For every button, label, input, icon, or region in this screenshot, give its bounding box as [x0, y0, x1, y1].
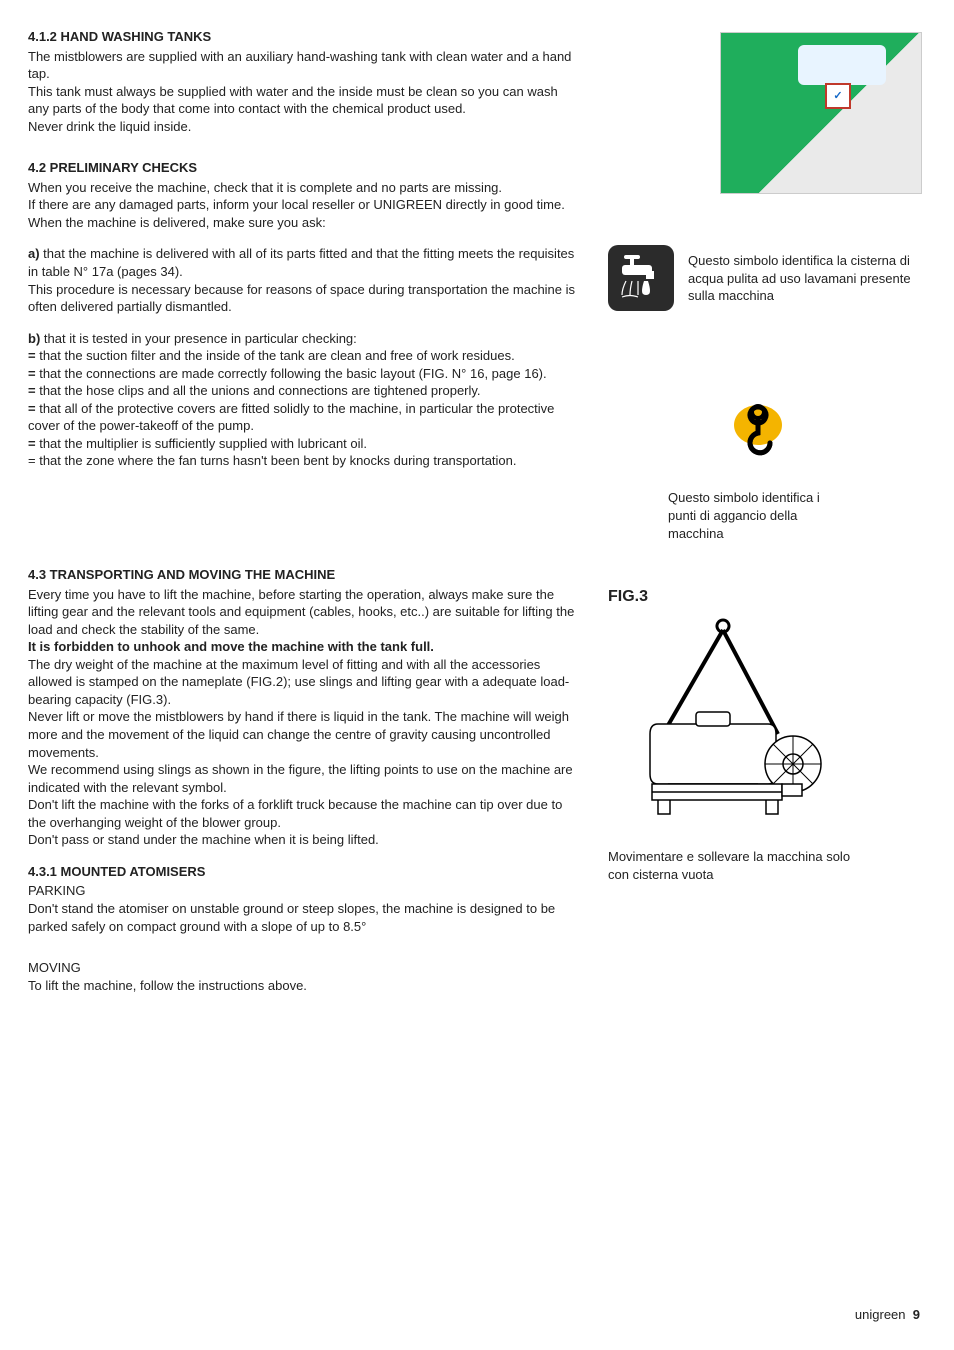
text-43-4: We recommend using slings as shown in th… — [28, 761, 578, 796]
text-42-a: a) that the machine is delivered with al… — [28, 245, 578, 280]
check-3: = that the hose clips and all the unions… — [28, 382, 578, 400]
text-431-2: To lift the machine, follow the instruct… — [28, 977, 578, 995]
eq-2: = — [28, 366, 36, 381]
text-412-3: Never drink the liquid inside. — [28, 118, 578, 136]
check-1: = that the suction filter and the inside… — [28, 347, 578, 365]
text-42-2: If there are any damaged parts, inform y… — [28, 196, 578, 214]
label-b: b) — [28, 331, 40, 346]
label-a: a) — [28, 246, 40, 261]
text-42-a-note: This procedure is necessary because for … — [28, 281, 578, 316]
text-42-3: When the machine is delivered, make sure… — [28, 214, 578, 232]
eq-5: = — [28, 436, 36, 451]
eq-3: = — [28, 383, 36, 398]
photo-tank: ✓ — [720, 32, 922, 194]
text-43-2: The dry weight of the machine at the max… — [28, 656, 578, 709]
page-footer: unigreen 9 — [855, 1306, 920, 1324]
text-43-3: Never lift or move the mistblowers by ha… — [28, 708, 578, 761]
tap-symbol-icon — [608, 245, 674, 311]
text-43-5: Don't lift the machine with the forks of… — [28, 796, 578, 831]
sub-moving: MOVING — [28, 959, 578, 977]
text-412-2: This tank must always be supplied with w… — [28, 83, 578, 118]
text-412-1: The mistblowers are supplied with an aux… — [28, 48, 578, 83]
eq-1: = — [28, 348, 36, 363]
heading-43: 4.3 TRANSPORTING AND MOVING THE MACHINE — [28, 566, 578, 584]
heading-431: 4.3.1 MOUNTED ATOMISERS — [28, 863, 578, 881]
text-42-b: b) that it is tested in your presence in… — [28, 330, 578, 348]
eq-4: = — [28, 401, 36, 416]
hook-symbol-icon — [728, 401, 788, 481]
heading-42: 4.2 PRELIMINARY CHECKS — [28, 159, 578, 177]
text-43-warn: It is forbidden to unhook and move the m… — [28, 638, 578, 656]
footer-page: 9 — [913, 1307, 920, 1322]
text-a-body: that the machine is delivered with all o… — [28, 246, 574, 279]
fig3-diagram — [608, 614, 838, 834]
check-6: = that the zone where the fan turns hasn… — [28, 452, 578, 470]
heading-412: 4.1.2 HAND WASHING TANKS — [28, 28, 578, 46]
hook-note: Questo simbolo identifica i punti di agg… — [668, 489, 848, 542]
check-4-text: that all of the protective covers are fi… — [28, 401, 554, 434]
text-b-body: that it is tested in your presence in pa… — [40, 331, 357, 346]
tap-note: Questo simbolo identifica la cisterna di… — [674, 252, 922, 305]
text-42-1: When you receive the machine, check that… — [28, 179, 578, 197]
check-5: = that the multiplier is sufficiently su… — [28, 435, 578, 453]
text-43-6: Don't pass or stand under the machine wh… — [28, 831, 578, 849]
footer-brand: unigreen — [855, 1307, 906, 1322]
sub-parking: PARKING — [28, 882, 578, 900]
check-1-text: that the suction filter and the inside o… — [36, 348, 515, 363]
fig3-label: FIG.3 — [608, 586, 922, 608]
check-4: = that all of the protective covers are … — [28, 400, 578, 435]
text-43-1: Every time you have to lift the machine,… — [28, 586, 578, 639]
check-3-text: that the hose clips and all the unions a… — [36, 383, 481, 398]
check-2: = that the connections are made correctl… — [28, 365, 578, 383]
fig3-note: Movimentare e sollevare la macchina solo… — [608, 848, 858, 883]
check-2-text: that the connections are made correctly … — [36, 366, 547, 381]
eq-6: = — [28, 453, 36, 468]
photo-badge-icon: ✓ — [825, 83, 851, 109]
check-5-text: that the multiplier is sufficiently supp… — [36, 436, 367, 451]
text-431-1: Don't stand the atomiser on unstable gro… — [28, 900, 578, 935]
text-a-note-body: This procedure is necessary because for … — [28, 282, 575, 315]
check-6-text: that the zone where the fan turns hasn't… — [36, 453, 517, 468]
